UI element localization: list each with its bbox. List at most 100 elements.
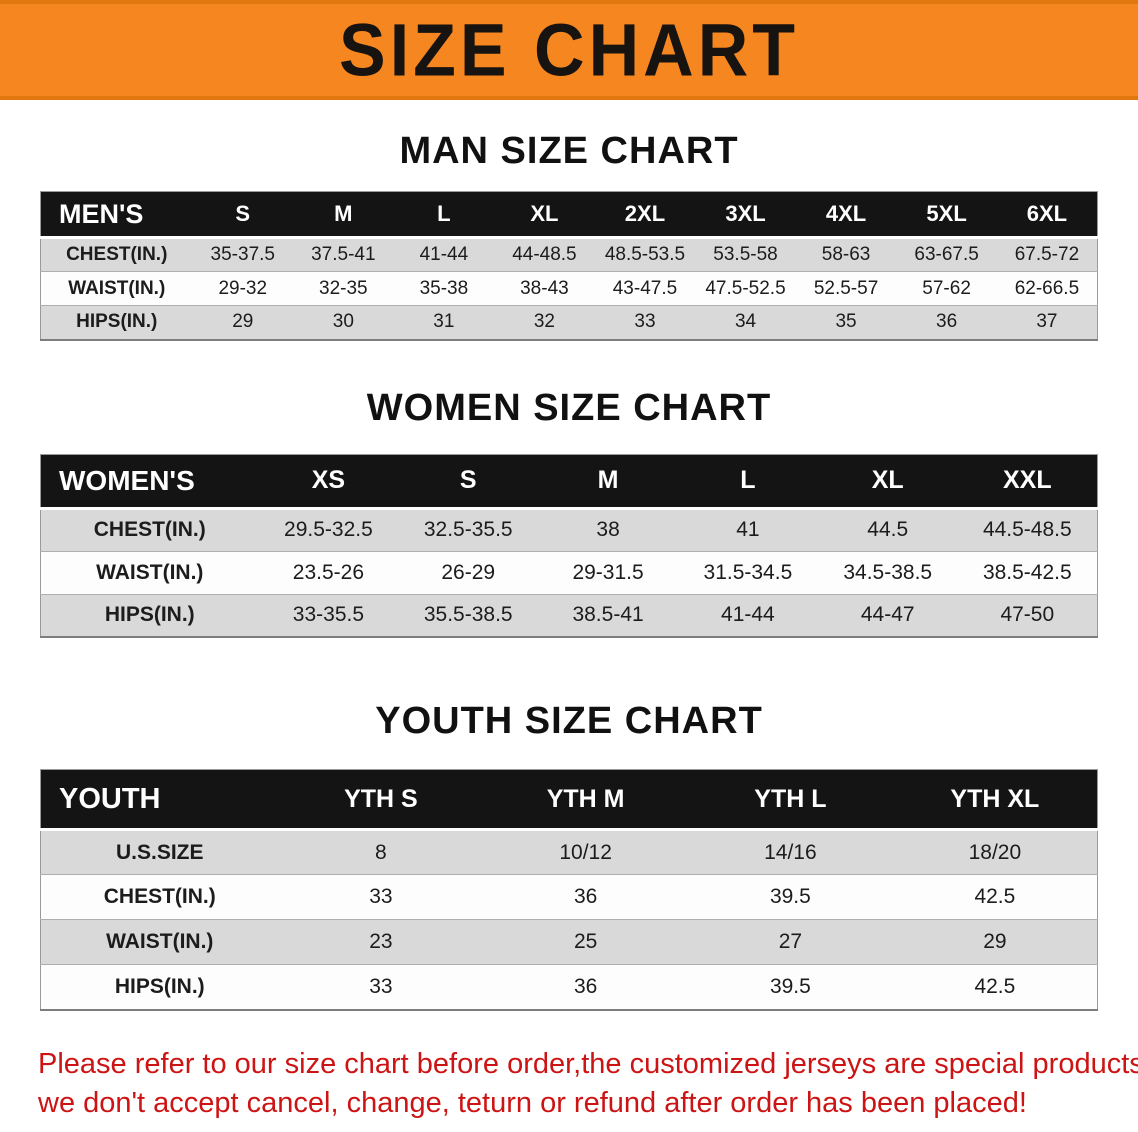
measure-value-cell: 47-50 xyxy=(957,593,1098,637)
size-header-cell: YTH L xyxy=(688,769,893,831)
measure-label-cell: HIPS(IN.) xyxy=(40,964,279,1010)
measure-value-cell: 33 xyxy=(278,964,484,1010)
measure-value-cell: 41-44 xyxy=(393,237,495,272)
measure-value-cell: 8 xyxy=(278,829,484,875)
size-header-cell: XS xyxy=(258,454,399,510)
measure-value-cell: 38.5-41 xyxy=(538,593,678,637)
measure-value-cell: 29-31.5 xyxy=(538,550,678,594)
measure-value-cell: 38.5-42.5 xyxy=(957,550,1098,594)
measure-row: WAIST(IN.) 23 25 27 29 xyxy=(40,919,1098,965)
order-notice: Please refer to our size chart before or… xyxy=(38,1045,1138,1123)
measure-row: HIPS(IN.) 33 36 39.5 42.5 xyxy=(40,964,1098,1010)
measure-value-cell: 33-35.5 xyxy=(258,593,399,637)
women-section-heading: WOMEN SIZE CHART xyxy=(366,386,772,429)
measure-value-cell: 63-67.5 xyxy=(896,237,997,272)
measure-row: CHEST(IN.) 29.5-32.5 32.5-35.5 38 41 44.5 44.5… xyxy=(40,507,1098,551)
measure-value-cell: 38-43 xyxy=(494,271,595,306)
measure-value-cell: 41-44 xyxy=(677,593,818,637)
measure-row: CHEST(IN.) 35-37.5 37.5-41 41-44 44-48.5 48.5… xyxy=(40,237,1098,272)
measure-value-cell: 62-66.5 xyxy=(996,271,1098,306)
measure-value-cell: 48.5-53.5 xyxy=(594,237,696,272)
measure-value-cell: 35 xyxy=(795,305,897,340)
measure-value-cell: 29.5-32.5 xyxy=(258,507,399,551)
notice-line-1: Please refer to our size chart before or… xyxy=(38,1047,1138,1080)
measure-value-cell: 44.5 xyxy=(817,507,958,551)
measure-value-cell: 29-32 xyxy=(192,271,294,306)
size-header-cell: YTH M xyxy=(483,769,688,831)
measure-value-cell: 47.5-52.5 xyxy=(695,271,796,306)
measure-value-cell: 53.5-58 xyxy=(695,237,796,272)
measure-row: U.S.SIZE 8 10/12 14/16 18/20 xyxy=(40,829,1098,875)
measure-value-cell: 58-63 xyxy=(795,237,897,272)
measure-value-cell: 37.5-41 xyxy=(293,237,394,272)
size-header-cell: 2XL xyxy=(594,191,696,239)
measure-value-cell: 32 xyxy=(494,305,595,340)
table-header-row: MEN'S S M L XL 2XL 3XL 4XL 5XL 6XL xyxy=(40,191,1098,239)
measure-value-cell: 32.5-35.5 xyxy=(398,507,539,551)
measure-value-cell: 14/16 xyxy=(688,829,893,875)
measure-value-cell: 38 xyxy=(538,507,678,551)
measure-value-cell: 67.5-72 xyxy=(996,237,1098,272)
measure-value-cell: 42.5 xyxy=(892,874,1098,920)
youth-size-table: YOUTH YTH S YTH M YTH L YTH XL U.S.SIZE 8 10/12… xyxy=(40,769,1098,1011)
size-header-cell: XXL xyxy=(957,454,1098,510)
measure-value-cell: 25 xyxy=(483,919,688,965)
measure-label-cell: HIPS(IN.) xyxy=(40,593,259,637)
measure-value-cell: 33 xyxy=(594,305,696,340)
measure-value-cell: 41 xyxy=(677,507,818,551)
banner: SIZE CHART xyxy=(0,0,1138,100)
measure-value-cell: 36 xyxy=(483,964,688,1010)
size-header-cell: M xyxy=(293,191,394,239)
men-size-table: MEN'S S M L XL 2XL 3XL 4XL 5XL 6XL CHEST(IN.) 35-37… xyxy=(40,191,1098,341)
measure-row: WAIST(IN.) 29-32 32-35 35-38 38-43 43-47.5 47.… xyxy=(40,271,1098,306)
measure-value-cell: 34 xyxy=(695,305,796,340)
men-size-section: MAN SIZE CHART MEN'S S M L XL 2XL 3XL 4XL 5XL 6XL… xyxy=(0,130,1138,341)
table-title-cell: MEN'S xyxy=(40,191,193,239)
measure-value-cell: 29 xyxy=(192,305,294,340)
size-header-cell: 4XL xyxy=(795,191,897,239)
measure-value-cell: 23 xyxy=(278,919,484,965)
notice-line-2: we don't accept cancel, change, teturn o… xyxy=(38,1086,1027,1119)
measure-row: WAIST(IN.) 23.5-26 26-29 29-31.5 31.5-34.5 34… xyxy=(40,550,1098,594)
measure-label-cell: WAIST(IN.) xyxy=(40,271,193,306)
measure-value-cell: 34.5-38.5 xyxy=(817,550,958,594)
measure-row: HIPS(IN.) 29 30 31 32 33 34 35 36 37 xyxy=(40,305,1098,340)
size-header-cell: 5XL xyxy=(896,191,997,239)
measure-value-cell: 35-38 xyxy=(393,271,495,306)
measure-value-cell: 35-37.5 xyxy=(192,237,294,272)
measure-label-cell: U.S.SIZE xyxy=(40,829,279,875)
table-header-row: YOUTH YTH S YTH M YTH L YTH XL xyxy=(40,769,1098,831)
size-header-cell: 6XL xyxy=(996,191,1098,239)
measure-value-cell: 39.5 xyxy=(688,874,893,920)
size-header-cell: XL xyxy=(494,191,595,239)
measure-value-cell: 44-47 xyxy=(817,593,958,637)
size-header-cell: M xyxy=(538,454,678,510)
size-header-cell: YTH S xyxy=(278,769,484,831)
measure-label-cell: CHEST(IN.) xyxy=(40,237,193,272)
measure-row: CHEST(IN.) 33 36 39.5 42.5 xyxy=(40,874,1098,920)
measure-value-cell: 31 xyxy=(393,305,495,340)
measure-value-cell: 33 xyxy=(278,874,484,920)
measure-value-cell: 44.5-48.5 xyxy=(957,507,1098,551)
size-header-cell: YTH XL xyxy=(892,769,1098,831)
measure-value-cell: 27 xyxy=(688,919,893,965)
table-title-cell: WOMEN'S xyxy=(40,454,259,510)
table-title-cell: YOUTH xyxy=(40,769,279,831)
size-header-cell: L xyxy=(393,191,495,239)
table-header-row: WOMEN'S XS S M L XL XXL xyxy=(40,454,1098,510)
measure-value-cell: 35.5-38.5 xyxy=(398,593,539,637)
measure-value-cell: 42.5 xyxy=(892,964,1098,1010)
measure-label-cell: WAIST(IN.) xyxy=(40,550,259,594)
measure-value-cell: 26-29 xyxy=(398,550,539,594)
measure-value-cell: 36 xyxy=(896,305,997,340)
measure-label-cell: CHEST(IN.) xyxy=(40,507,259,551)
measure-row: HIPS(IN.) 33-35.5 35.5-38.5 38.5-41 41-44 44-… xyxy=(40,593,1098,637)
measure-value-cell: 30 xyxy=(293,305,394,340)
size-header-cell: L xyxy=(677,454,818,510)
measure-value-cell: 37 xyxy=(996,305,1098,340)
measure-label-cell: CHEST(IN.) xyxy=(40,874,279,920)
measure-value-cell: 31.5-34.5 xyxy=(677,550,818,594)
measure-value-cell: 57-62 xyxy=(896,271,997,306)
size-header-cell: S xyxy=(398,454,539,510)
